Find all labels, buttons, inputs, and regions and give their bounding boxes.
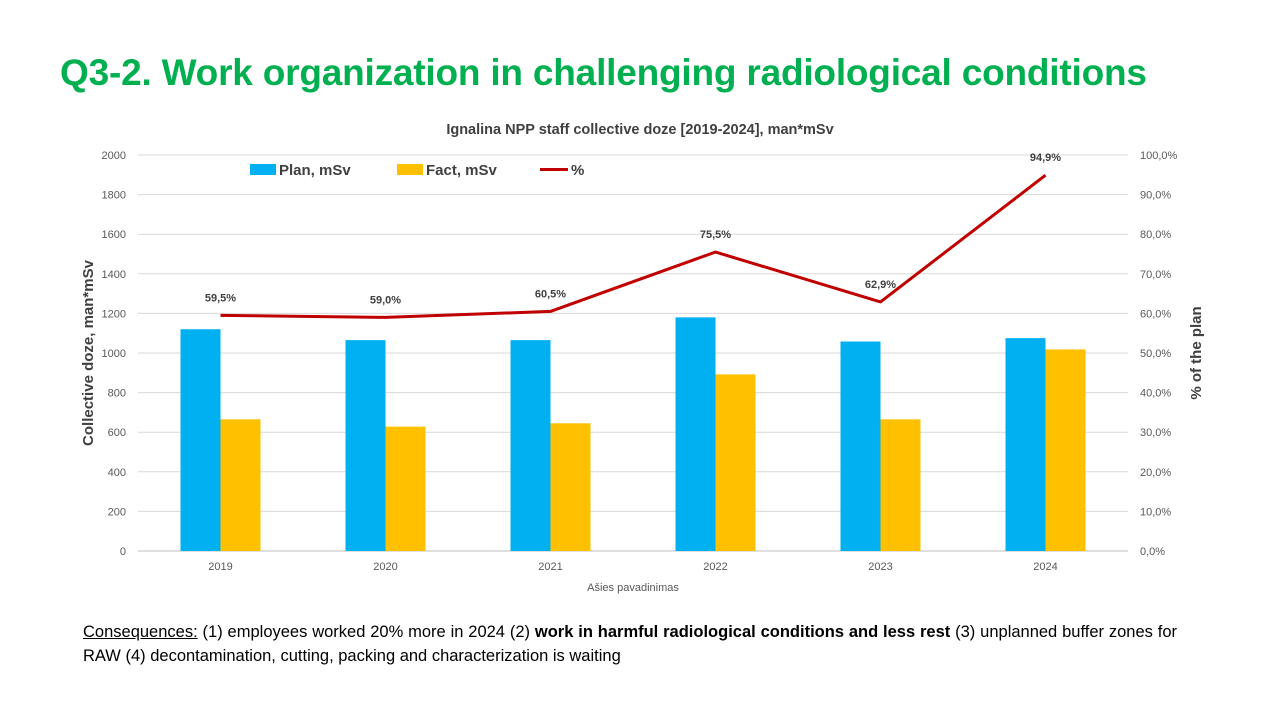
percent-data-label: 60,5%: [535, 288, 566, 300]
y-tick-label: 200: [108, 506, 126, 518]
plan-bar: [180, 329, 221, 551]
y-tick-label: 400: [108, 467, 126, 479]
fact-bar: [220, 419, 261, 551]
y2-tick-label: 70,0%: [1140, 269, 1171, 281]
y2-tick-label: 40,0%: [1140, 388, 1171, 400]
y2-tick-label: 10,0%: [1140, 506, 1171, 518]
y2-tick-label: 90,0%: [1140, 190, 1171, 202]
legend-label-1: Fact, mSv: [426, 162, 498, 179]
fact-bar: [385, 426, 426, 551]
fact-bar: [550, 423, 591, 551]
slide-title: Q3-2. Work organization in challenging r…: [60, 52, 1147, 93]
plan-bar: [510, 340, 551, 551]
y-tick-label: 2000: [102, 150, 126, 162]
plan-bar: [1005, 338, 1046, 551]
consequences-part-1: (1) employees worked 20% more in 2024 (2…: [197, 623, 535, 641]
plan-bar: [345, 340, 386, 551]
legend-swatch-0: [250, 164, 276, 175]
y2-tick-label: 20,0%: [1140, 467, 1171, 479]
x-tick-label: 2021: [538, 561, 562, 573]
percent-line: [220, 174, 1047, 319]
y2-tick-label: 50,0%: [1140, 348, 1171, 360]
y2-axis-label: % of the plan: [1188, 306, 1205, 399]
plan-bar: [675, 317, 716, 551]
x-tick-label: 2024: [1033, 561, 1057, 573]
x-tick-label: 2023: [868, 561, 892, 573]
y-tick-label: 1200: [102, 308, 126, 320]
y-tick-label: 1800: [102, 190, 126, 202]
percent-data-label: 94,9%: [1030, 152, 1061, 164]
consequences-text: Consequences: (1) employees worked 20% m…: [83, 620, 1177, 668]
x-tick-label: 2019: [208, 561, 232, 573]
legend-swatch-1: [397, 164, 423, 175]
x-tick-label: 2022: [703, 561, 727, 573]
percent-data-label: 75,5%: [700, 229, 731, 241]
fact-bar: [1045, 349, 1086, 551]
y-tick-label: 600: [108, 427, 126, 439]
y2-tick-label: 30,0%: [1140, 427, 1171, 439]
legend-label-2: %: [571, 162, 584, 179]
y2-tick-label: 0,0%: [1140, 546, 1165, 558]
y-tick-label: 800: [108, 388, 126, 400]
x-tick-label: 2020: [373, 561, 397, 573]
chart-title: Ignalina NPP staff collective doze [2019…: [446, 122, 833, 138]
percent-data-label: 59,5%: [205, 292, 236, 304]
y-tick-label: 1600: [102, 229, 126, 241]
consequences-part-2: (3) unplanned buffer zones for RAW (4) d…: [83, 623, 1177, 665]
y-tick-label: 0: [120, 546, 126, 558]
y-axis-label: Collective doze, man*mSv: [80, 259, 97, 446]
y2-tick-label: 100,0%: [1140, 150, 1178, 162]
y-tick-label: 1400: [102, 269, 126, 281]
y-tick-label: 1000: [102, 348, 126, 360]
percent-data-label: 59,0%: [370, 294, 401, 306]
consequences-lead: Consequences:: [83, 623, 198, 641]
x-axis-label: Ašies pavadinimas: [587, 582, 679, 594]
legend-label-0: Plan, mSv: [279, 162, 351, 179]
fact-bar: [715, 374, 756, 551]
percent-data-label: 62,9%: [865, 279, 896, 291]
y2-tick-label: 60,0%: [1140, 308, 1171, 320]
y2-tick-label: 80,0%: [1140, 229, 1171, 241]
plan-bar: [840, 341, 881, 551]
consequences-bold: work in harmful radiological conditions …: [534, 623, 951, 641]
fact-bar: [880, 419, 921, 551]
